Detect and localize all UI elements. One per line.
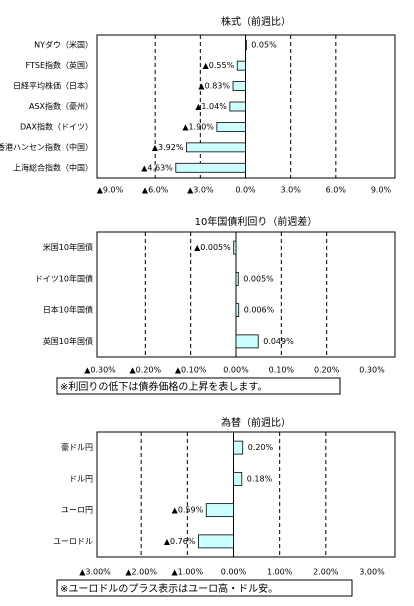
bar [229, 101, 246, 112]
x-tick-label: ▲0.10% [175, 366, 207, 375]
bar [186, 142, 246, 153]
x-tick-label: ▲2.00% [125, 568, 157, 577]
x-tick-label: 3.00% [359, 568, 385, 577]
category-label: 上海総合指数（中国） [13, 162, 93, 172]
x-tick-label: ▲0.20% [130, 366, 162, 375]
category-label: NYダウ（米国） [34, 40, 93, 50]
chart-title: 為替（前週比） [221, 416, 291, 429]
category-label: 豪ドル円 [61, 442, 93, 452]
x-tick-label: 3.0% [281, 186, 302, 195]
plot-frame [96, 231, 396, 358]
note: ※ユーロドルのプラス表示はユーロ高・ドル安。 [60, 582, 278, 595]
x-tick-label: 0.00% [223, 366, 249, 375]
x-tick-label: 0.20% [314, 366, 340, 375]
bar [236, 60, 246, 71]
value-label: 0.20% [248, 443, 274, 452]
x-tick-label: 6.0% [326, 186, 347, 195]
bar [198, 534, 234, 549]
bar [232, 81, 246, 91]
category-label: 香港ハンセン指数（中国） [0, 142, 93, 152]
value-label: 0.05% [251, 41, 277, 50]
value-label: ▲3.92% [152, 143, 184, 152]
x-tick-label: 1.00% [267, 568, 293, 577]
category-label: ASX指数（豪州） [29, 101, 93, 111]
bar [233, 471, 243, 486]
x-tick-label: 0.00% [221, 568, 247, 577]
value-label: 0.049% [263, 337, 294, 346]
value-label: 0.18% [247, 474, 273, 483]
plot-frame [96, 431, 396, 558]
value-label: ▲0.76% [164, 537, 196, 546]
x-tick-label: ▲3.0% [187, 186, 214, 195]
chart-title: 10年国債利回り（前週差） [195, 215, 318, 228]
category-label: ドル円 [69, 474, 93, 483]
chart-title: 株式（前週比） [221, 15, 291, 28]
x-tick-label: ▲6.0% [142, 186, 169, 195]
value-label: ▲0.55% [203, 61, 235, 70]
note-box [56, 377, 341, 395]
category-label: DAX指数（ドイツ） [20, 121, 93, 131]
x-tick-label: 0.10% [269, 366, 295, 375]
bar [233, 240, 237, 255]
value-label: 0.006% [244, 306, 275, 315]
bar [216, 122, 246, 132]
value-label: ▲1.04% [195, 102, 227, 111]
value-label: ▲0.59% [172, 506, 204, 515]
x-tick-label: 2.00% [313, 568, 339, 577]
x-tick-label: 0.30% [359, 366, 385, 375]
category-label: 日経平均株価（日本） [13, 81, 93, 91]
value-label: ▲0.005% [194, 243, 231, 252]
x-tick-label: ▲0.30% [84, 366, 116, 375]
value-label: ▲4.63% [141, 163, 173, 172]
note: ※利回りの低下は債券価格の上昇を表します。 [60, 380, 267, 393]
value-label: 0.005% [243, 274, 274, 283]
bar [175, 162, 246, 173]
bar [235, 334, 259, 349]
x-tick-label: 0.0% [235, 186, 256, 195]
bar [235, 271, 239, 286]
x-tick-label: ▲1.00% [172, 568, 204, 577]
category-label: ユーロドル [53, 537, 93, 546]
value-label: ▲0.83% [198, 82, 230, 91]
x-tick-label: ▲3.00% [79, 568, 111, 577]
category-label: FTSE指数（英国） [26, 60, 93, 70]
bar [245, 40, 247, 51]
x-tick-label: 9.0% [371, 186, 392, 195]
category-label: ドイツ10年国債 [35, 273, 93, 283]
note-box [56, 579, 353, 597]
category-label: 米国10年国債 [43, 242, 93, 252]
x-tick-label: ▲9.0% [97, 186, 124, 195]
category-label: ユーロ円 [61, 506, 93, 515]
bar [235, 303, 240, 318]
category-label: 英国10年国債 [43, 336, 93, 346]
category-label: 日本10年国債 [43, 305, 93, 315]
value-label: ▲1.90% [182, 122, 214, 131]
bar [205, 503, 234, 518]
bar [233, 440, 244, 455]
